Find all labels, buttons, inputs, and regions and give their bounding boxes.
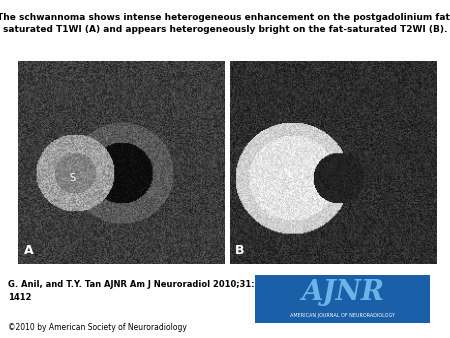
Text: AJNR: AJNR xyxy=(301,279,384,306)
Text: The schwannoma shows intense heterogeneous enhancement on the postgadolinium fat: The schwannoma shows intense heterogeneo… xyxy=(0,14,450,23)
Text: S: S xyxy=(287,173,293,183)
Text: AMERICAN JOURNAL OF NEURORADIOLOGY: AMERICAN JOURNAL OF NEURORADIOLOGY xyxy=(290,313,395,318)
Text: G. Anil, and T.Y. Tan AJNR Am J Neuroradiol 2010;31:1408-
1412: G. Anil, and T.Y. Tan AJNR Am J Neurorad… xyxy=(8,280,282,302)
Text: B: B xyxy=(235,244,245,257)
Text: saturated T1WI (A) and appears heterogeneously bright on the fat-saturated T2WI : saturated T1WI (A) and appears heterogen… xyxy=(3,24,447,33)
FancyBboxPatch shape xyxy=(255,275,430,323)
Text: A: A xyxy=(24,244,33,257)
Text: ©2010 by American Society of Neuroradiology: ©2010 by American Society of Neuroradiol… xyxy=(8,323,187,333)
Text: S: S xyxy=(69,173,76,183)
